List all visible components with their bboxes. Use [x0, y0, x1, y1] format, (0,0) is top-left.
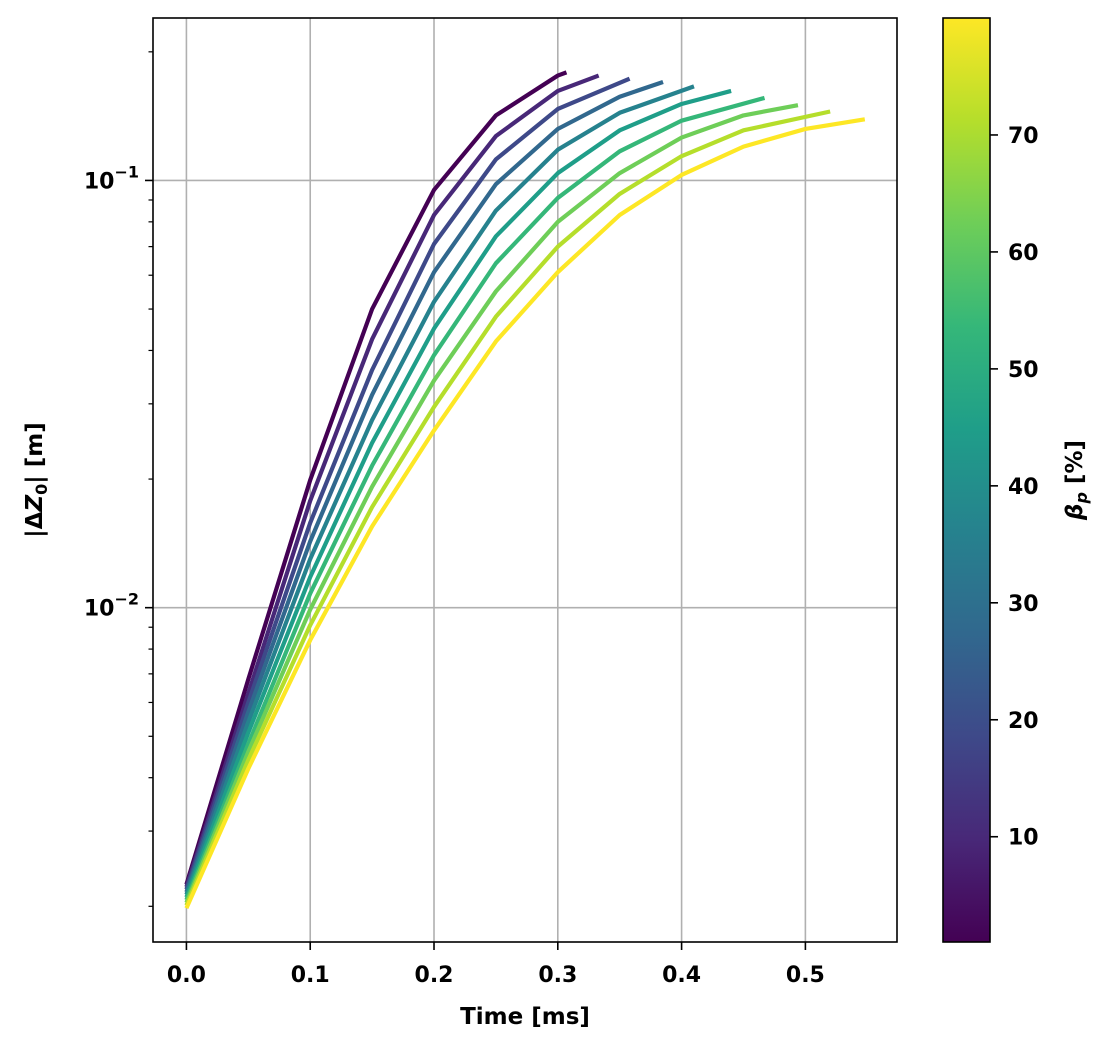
y-axis-ticks: 10−2 10−1	[84, 162, 153, 622]
colorbar-tick-label: 10	[1008, 826, 1039, 851]
y-tick-label: 10−2	[84, 590, 139, 622]
series-lines	[184, 70, 866, 910]
series-line-6	[184, 88, 732, 898]
x-tick-label: 0.3	[538, 963, 577, 988]
series-line-1	[184, 70, 568, 886]
y-axis-label: |ΔZ0| [m]	[22, 422, 51, 537]
series-line-9	[184, 109, 831, 907]
x-tick-label: 0.2	[415, 963, 454, 988]
plot-background	[153, 18, 897, 942]
x-tick-label: 0.5	[786, 963, 825, 988]
series-line-4	[184, 79, 664, 893]
x-axis-ticks: 0.0 0.1 0.2 0.3 0.4 0.5	[167, 942, 825, 988]
x-tick-label: 0.4	[662, 963, 701, 988]
colorbar-tick-label: 30	[1008, 592, 1039, 617]
x-axis-label: Time [ms]	[460, 1004, 590, 1030]
colorbar-tick-label: 20	[1008, 709, 1039, 734]
colorbar-tick-label: 70	[1008, 124, 1039, 149]
plot-frame	[152, 17, 898, 943]
colorbar-label: βp [%]	[1062, 440, 1091, 521]
colorbar-tick-label: 60	[1008, 241, 1039, 266]
series-line-5	[184, 84, 695, 896]
series-line-10	[184, 117, 866, 910]
y-tick-label: 10−1	[84, 162, 139, 194]
colorbar	[942, 17, 991, 943]
series-line-3	[184, 76, 631, 891]
series-line-2	[184, 73, 600, 888]
series-line-8	[184, 103, 799, 904]
colorbar-ticks: 10 20 30 40 50 60 70	[990, 124, 1039, 851]
colorbar-tick-label: 40	[1008, 475, 1039, 500]
series-line-7	[184, 95, 766, 901]
x-tick-label: 0.1	[291, 963, 330, 988]
colorbar-tick-label: 50	[1008, 358, 1039, 383]
x-tick-label: 0.0	[167, 963, 206, 988]
